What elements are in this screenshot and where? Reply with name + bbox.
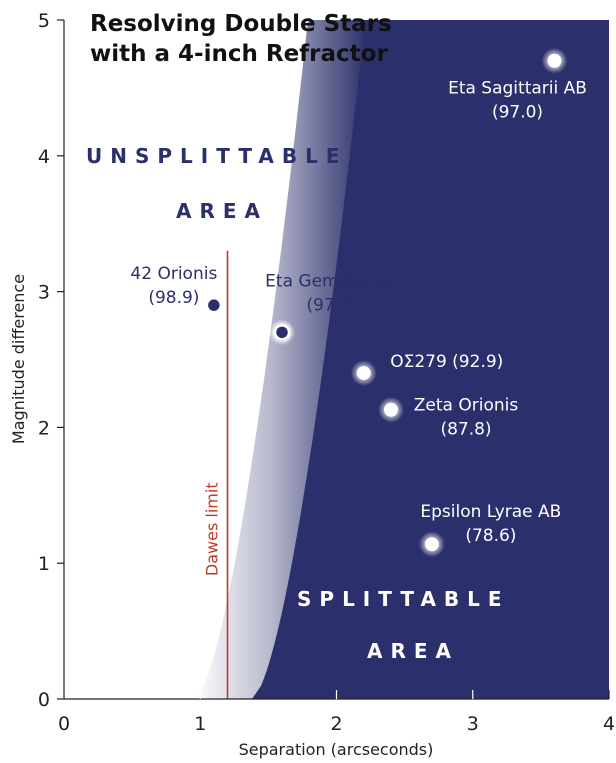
chart-title-line2: with a 4-inch Refractor	[90, 41, 388, 67]
splittable-label: SPLITTABLE AREA	[297, 587, 510, 663]
star-label: Epsilon Lyrae AB (78.6)	[420, 502, 561, 546]
y-axis-title: Magnitude difference	[9, 274, 28, 444]
star-label: ΟΣ279 (92.9)	[390, 352, 503, 372]
x-tick-label: 3	[467, 713, 479, 735]
star-point: Eta Geminorum (97.4)	[265, 271, 399, 346]
chart-title: Resolving Double Stars with a 4-inch Ref…	[90, 11, 392, 67]
star-label: Zeta Orionis (87.8)	[414, 396, 519, 440]
star-points: 42 Orionis (98.9) Eta Geminorum (97.4) ΟΣ279…	[130, 47, 587, 558]
star-label: Eta Geminorum (97.4)	[265, 271, 399, 315]
plot-area	[194, 20, 609, 699]
x-tick-label: 0	[58, 713, 70, 735]
splittable-region	[252, 20, 609, 699]
star-marker	[273, 324, 291, 341]
y-tick-label: 5	[38, 10, 50, 32]
star-label: Eta Sagittarii AB (97.0)	[448, 79, 587, 123]
y-tick-label: 4	[38, 146, 50, 168]
y-tick-label: 2	[38, 417, 50, 439]
y-tick-label: 3	[38, 282, 50, 304]
x-tick-label: 1	[194, 713, 206, 735]
star-point: Zeta Orionis (87.8)	[378, 396, 518, 440]
x-tick-label: 4	[603, 713, 615, 735]
y-tick-label: 0	[38, 689, 50, 711]
star-marker	[424, 537, 439, 552]
splittable-label-line2: AREA	[367, 639, 459, 663]
transition-gradient	[194, 20, 368, 699]
ticks: 0 1 2 3 4 5 0 1 2 3 4	[38, 10, 615, 735]
star-point: ΟΣ279 (92.9)	[350, 352, 503, 387]
dawes-limit-label: Dawes limit	[203, 482, 222, 576]
x-tick-label: 2	[330, 713, 342, 735]
y-tick-label: 1	[38, 553, 50, 575]
splittable-label-line1: SPLITTABLE	[297, 587, 510, 611]
unsplittable-label-line1: UNSPLITTABLE	[86, 144, 348, 168]
unsplittable-label: UNSPLITTABLE AREA	[86, 144, 348, 223]
star-point: 42 Orionis (98.9)	[130, 264, 227, 319]
star-point: Epsilon Lyrae AB (78.6)	[418, 502, 561, 558]
unsplittable-label-line2: AREA	[176, 199, 268, 223]
star-marker	[356, 366, 371, 381]
x-axis-title: Separation (arcseconds)	[239, 740, 434, 759]
star-marker	[384, 402, 398, 417]
chart-title-line1: Resolving Double Stars	[90, 11, 392, 37]
star-label: 42 Orionis (98.9)	[130, 264, 217, 308]
star-marker	[205, 296, 223, 314]
star-point: Eta Sagittarii AB (97.0)	[448, 47, 587, 123]
star-marker	[547, 53, 562, 68]
